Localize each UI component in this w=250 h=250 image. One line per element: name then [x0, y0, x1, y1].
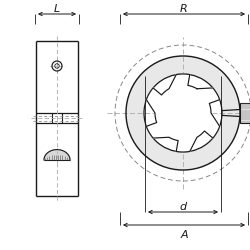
- Polygon shape: [146, 74, 220, 152]
- Polygon shape: [126, 56, 240, 170]
- Polygon shape: [240, 103, 250, 123]
- Polygon shape: [44, 150, 70, 160]
- Text: d: d: [180, 202, 186, 212]
- Text: A: A: [180, 230, 188, 240]
- Text: L: L: [54, 4, 60, 14]
- Text: R: R: [180, 4, 188, 14]
